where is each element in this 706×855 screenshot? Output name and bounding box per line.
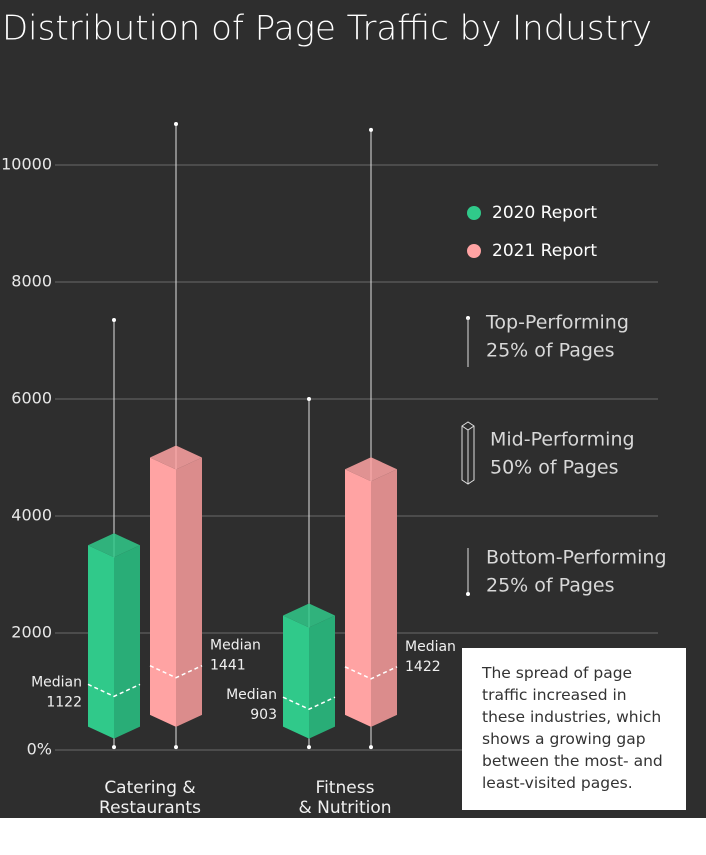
legend-swatch xyxy=(467,206,481,220)
key-label: Mid-Performing xyxy=(490,429,635,451)
min-point xyxy=(112,745,116,750)
box-right-face xyxy=(114,545,140,739)
min-point xyxy=(369,745,373,750)
y-tick-label: 8000 xyxy=(11,272,52,291)
y-tick-label: 0% xyxy=(27,740,52,759)
max-point xyxy=(369,127,373,132)
key-icons xyxy=(461,316,475,596)
median-label: Median xyxy=(226,687,277,703)
key-label: 50% of Pages xyxy=(490,457,619,479)
median-line xyxy=(344,666,398,680)
box-right-face xyxy=(176,457,202,727)
median-label: Median xyxy=(405,639,456,655)
x-tick-label: Restaurants xyxy=(99,798,201,818)
y-tick-label: 6000 xyxy=(11,389,52,408)
legend-swatch xyxy=(467,244,481,258)
legend-label: 2020 Report xyxy=(492,203,597,223)
box-left-face xyxy=(283,615,309,739)
legend-label: 2021 Report xyxy=(492,241,597,261)
box-top-face xyxy=(283,603,335,628)
max-point xyxy=(112,318,116,323)
annotation: The spread of page traffic increased in … xyxy=(462,648,686,810)
box-left-face xyxy=(345,469,371,727)
median-value: 1422 xyxy=(405,659,441,675)
median-line xyxy=(282,696,336,711)
max-point xyxy=(174,122,178,127)
x-tick-label: Catering & xyxy=(104,778,195,798)
median-line xyxy=(87,683,141,698)
y-tick-label: 10000 xyxy=(1,155,52,174)
key-label: Bottom-Performing xyxy=(486,547,667,569)
x-tick-label: & Nutrition xyxy=(298,798,391,818)
chart-title: Distribution of Page Traffic by Industry xyxy=(2,9,652,49)
median-value: 1441 xyxy=(210,658,246,674)
box-top-face xyxy=(88,533,140,558)
x-tick-label: Fitness xyxy=(316,778,375,798)
box-top-face xyxy=(345,457,397,482)
box-top-face xyxy=(150,445,202,470)
median-value: 1122 xyxy=(46,694,82,710)
median-line xyxy=(149,665,203,679)
box-left-face xyxy=(88,545,114,739)
y-tick-label: 2000 xyxy=(11,623,52,642)
box-right-face xyxy=(371,469,397,727)
box-left-face xyxy=(150,457,176,727)
min-point xyxy=(174,745,178,750)
key-label: Top-Performing xyxy=(485,312,629,334)
key-label: 25% of Pages xyxy=(486,575,615,597)
y-tick-label: 4000 xyxy=(11,506,52,525)
median-label: Median xyxy=(31,674,82,690)
max-point xyxy=(307,397,311,401)
key-label: 25% of Pages xyxy=(486,340,615,362)
median-value: 903 xyxy=(250,707,277,723)
box-right-face xyxy=(309,615,335,739)
median-label: Median xyxy=(210,638,261,654)
min-point xyxy=(307,745,311,750)
